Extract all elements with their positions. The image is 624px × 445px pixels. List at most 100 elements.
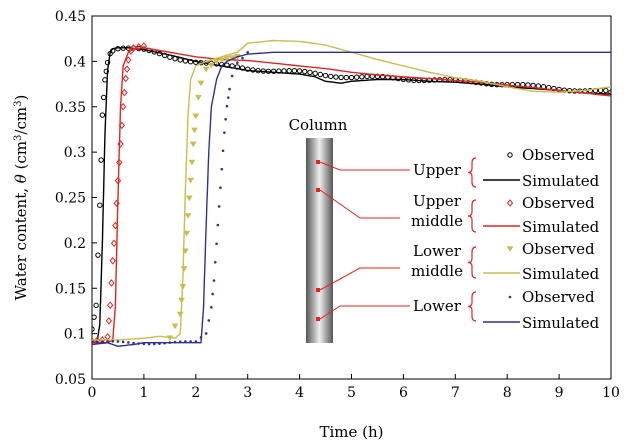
data-point bbox=[194, 94, 202, 101]
legend-group-upper-middle: Upper middle Observed Simulated bbox=[316, 188, 600, 236]
data-point bbox=[98, 157, 104, 163]
data-point bbox=[176, 311, 184, 318]
data-point bbox=[211, 292, 214, 296]
data-point bbox=[207, 319, 211, 322]
data-point bbox=[348, 74, 355, 81]
data-point bbox=[187, 177, 195, 184]
x-tick-label: 10 bbox=[602, 385, 620, 401]
legend-simulated-label: Simulated bbox=[522, 314, 600, 332]
x-tick-label: 0 bbox=[88, 385, 97, 401]
data-point bbox=[514, 81, 521, 88]
data-point bbox=[189, 141, 197, 148]
x-tick-label: 5 bbox=[347, 385, 356, 401]
data-point bbox=[353, 74, 360, 80]
y-tick-label: 0.45 bbox=[55, 9, 86, 25]
data-point bbox=[140, 42, 148, 50]
data-point bbox=[135, 42, 142, 51]
data-point bbox=[119, 102, 127, 111]
sensor-marker bbox=[316, 188, 320, 192]
series-lower-simulated bbox=[92, 51, 611, 348]
data-point bbox=[103, 68, 109, 74]
y-tick-label: 0.3 bbox=[64, 145, 86, 161]
data-point bbox=[92, 341, 94, 344]
data-point bbox=[121, 340, 125, 344]
data-point bbox=[95, 252, 101, 258]
y-tick-label: 0.25 bbox=[55, 191, 86, 207]
data-point bbox=[225, 104, 229, 108]
data-point bbox=[338, 74, 344, 81]
data-point bbox=[213, 59, 221, 65]
data-point bbox=[216, 223, 220, 227]
legend-group-lower: Lower Observed Simulated bbox=[316, 288, 600, 332]
data-point bbox=[101, 340, 104, 343]
legend: Upper Observed Simulated Upper middle Observe… bbox=[316, 146, 600, 332]
data-point bbox=[218, 57, 226, 64]
data-point bbox=[188, 159, 196, 166]
y-axis-title-part: 3 bbox=[13, 135, 24, 141]
leader-line bbox=[319, 267, 400, 291]
depth-label: middle bbox=[411, 262, 463, 280]
data-point bbox=[125, 56, 132, 64]
x-tick-label: 6 bbox=[399, 385, 408, 401]
column-inset: Column bbox=[289, 116, 348, 343]
series-line bbox=[92, 51, 611, 348]
depth-label: middle bbox=[411, 212, 463, 230]
data-point bbox=[236, 61, 239, 65]
data-point bbox=[213, 260, 217, 264]
data-point bbox=[121, 88, 128, 97]
series-layer bbox=[92, 39, 611, 348]
data-point bbox=[551, 85, 557, 92]
x-tick-label: 1 bbox=[139, 385, 148, 401]
data-point bbox=[104, 333, 111, 341]
y-tick-label: 0.1 bbox=[64, 327, 86, 343]
x-tick-label: 4 bbox=[295, 385, 304, 401]
data-point bbox=[245, 66, 251, 72]
data-point bbox=[207, 62, 215, 69]
data-point bbox=[233, 65, 237, 69]
y-axis-title-part: /cm bbox=[12, 107, 30, 135]
data-point bbox=[93, 302, 99, 309]
x-tick-label: 9 bbox=[555, 385, 564, 401]
data-point bbox=[608, 89, 611, 95]
y-axis-title-part: Water content, bbox=[12, 183, 30, 300]
data-point bbox=[107, 301, 114, 310]
data-point bbox=[106, 340, 109, 343]
depth-label: Lower bbox=[413, 242, 462, 260]
data-point bbox=[296, 68, 303, 74]
brace bbox=[467, 246, 477, 279]
axes: 0 1 2 3 4 5 6 7 8 9 10 0.05 0.1 0.15 0.2 0.25 0.3 0.35 0.4… bbox=[55, 9, 620, 401]
data-point bbox=[97, 202, 103, 208]
legend-simulated-label: Simulated bbox=[522, 172, 600, 190]
data-point bbox=[506, 246, 514, 252]
data-point bbox=[241, 56, 244, 60]
data-point bbox=[219, 186, 222, 190]
depth-label: Lower bbox=[413, 297, 462, 315]
legend-group-upper: Upper Observed Simulated bbox=[316, 146, 600, 190]
y-axis-title: Water content, θ (cm3/cm3) bbox=[12, 95, 30, 301]
data-point bbox=[359, 74, 365, 80]
depth-label: Upper bbox=[413, 192, 462, 210]
legend-observed-label: Observed bbox=[522, 146, 595, 164]
data-point bbox=[184, 213, 192, 219]
data-point bbox=[111, 340, 115, 343]
data-point bbox=[183, 230, 191, 237]
brace bbox=[467, 157, 477, 188]
leader-line bbox=[319, 161, 410, 171]
data-point bbox=[374, 73, 381, 80]
leader-line bbox=[319, 305, 410, 320]
data-point bbox=[108, 279, 115, 287]
data-point bbox=[230, 74, 234, 78]
data-point bbox=[122, 74, 129, 83]
legend-simulated-label: Simulated bbox=[522, 218, 600, 236]
data-point bbox=[127, 341, 130, 344]
y-tick-label: 0.4 bbox=[64, 54, 86, 70]
data-point bbox=[99, 112, 106, 118]
data-point bbox=[364, 73, 370, 80]
data-point bbox=[270, 68, 277, 74]
x-axis-title: Time (h) bbox=[319, 423, 383, 441]
data-point bbox=[228, 87, 231, 91]
data-point bbox=[123, 65, 131, 73]
x-tick-label: 7 bbox=[451, 385, 460, 401]
series-line bbox=[92, 39, 611, 341]
